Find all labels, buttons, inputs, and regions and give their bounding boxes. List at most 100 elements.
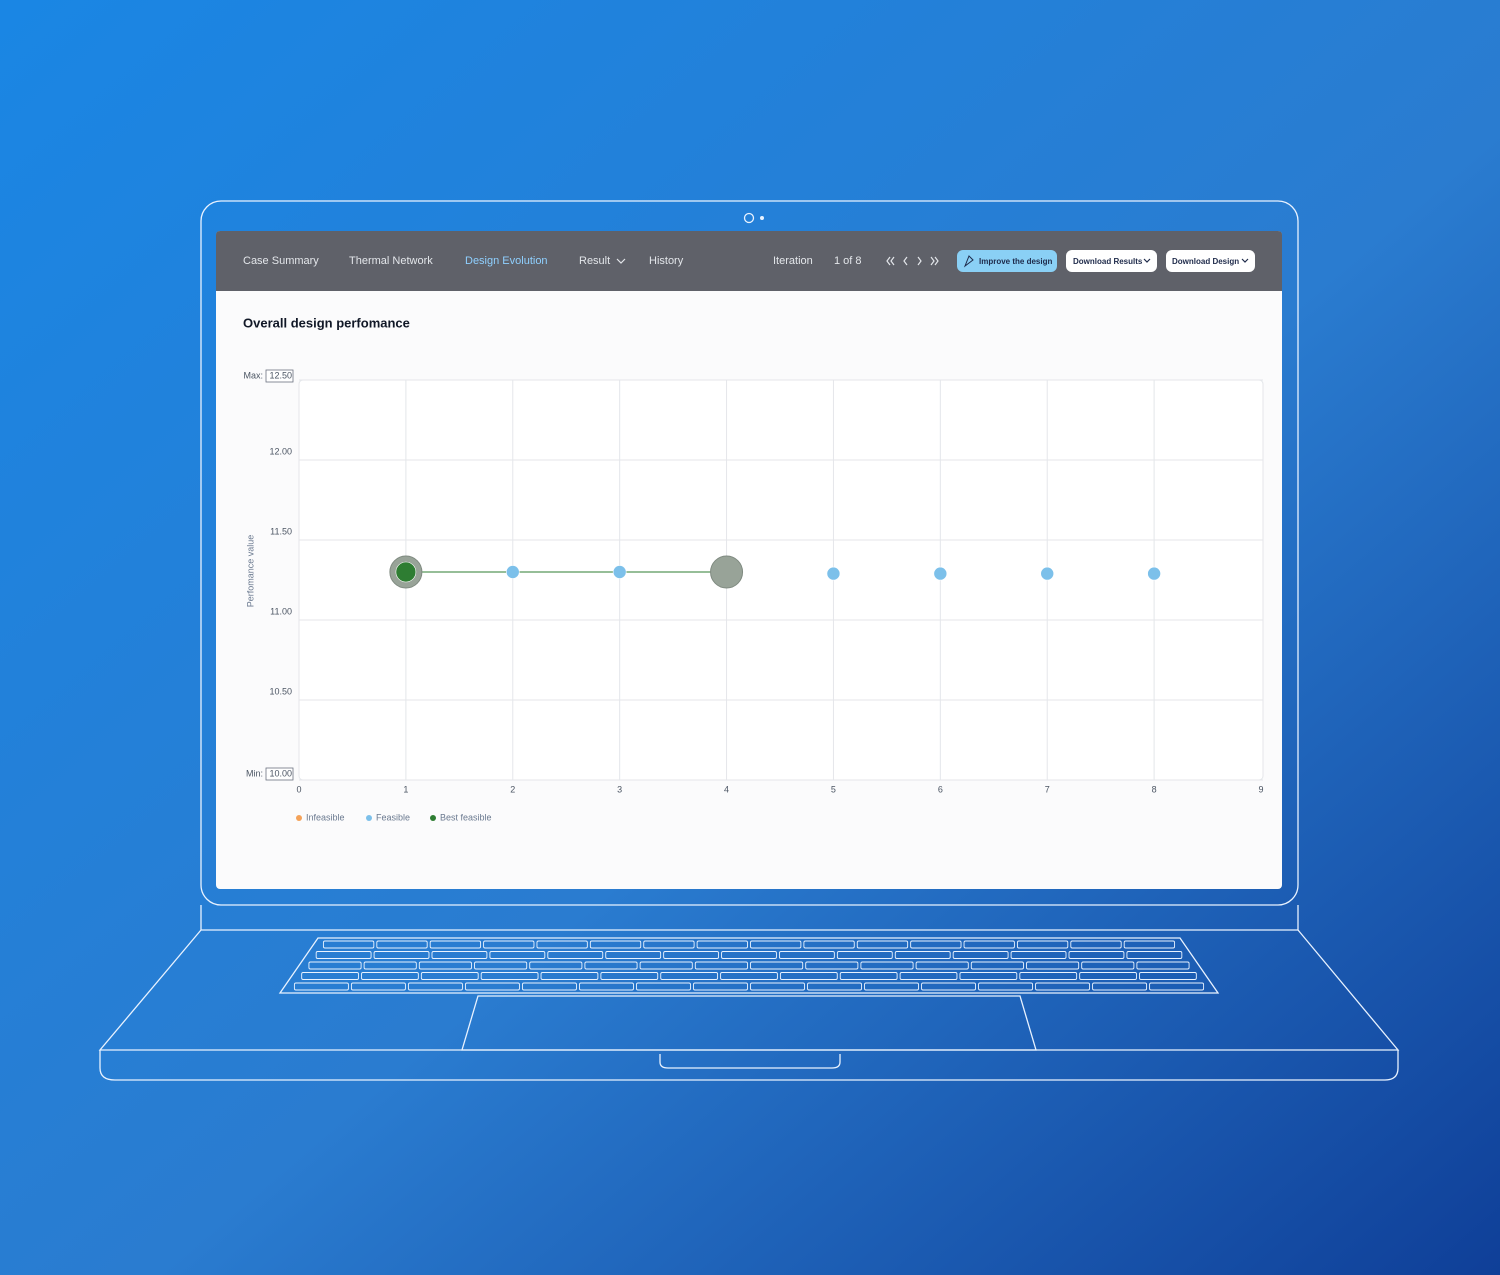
data-point <box>826 566 841 581</box>
download-results-button[interactable] <box>1066 250 1157 272</box>
key <box>750 940 802 949</box>
key <box>584 961 638 970</box>
key <box>779 972 838 980</box>
key <box>420 972 479 980</box>
key <box>480 972 539 980</box>
key <box>605 951 662 959</box>
selected-point <box>710 555 744 589</box>
first[interactable] <box>890 256 895 266</box>
limit-box <box>265 369 294 383</box>
button-label[interactable]: Download Design <box>1172 257 1239 266</box>
key <box>643 940 695 949</box>
key <box>839 972 898 980</box>
key <box>720 972 778 980</box>
tab-active[interactable]: Design Evolution <box>465 255 548 267</box>
x-tick-label: 5 <box>831 784 836 794</box>
key <box>1149 982 1205 991</box>
iteration-value: 1 of 8 <box>834 255 862 267</box>
key <box>963 940 1015 949</box>
x-tick-label: 2 <box>510 784 515 794</box>
key <box>322 940 375 949</box>
tab[interactable]: History <box>649 255 684 267</box>
data-point <box>612 565 627 579</box>
camera-led <box>760 216 764 220</box>
key <box>361 972 419 980</box>
x-tick-label: 7 <box>1045 784 1050 794</box>
legend-swatch <box>430 815 436 821</box>
key <box>952 951 1009 959</box>
data-point <box>1147 566 1161 581</box>
key <box>970 961 1024 970</box>
key <box>376 940 428 949</box>
key <box>636 982 691 991</box>
data-point <box>395 561 417 583</box>
key <box>1079 972 1137 980</box>
key <box>910 940 962 949</box>
notch <box>659 1054 841 1069</box>
legend-label: Feasible <box>376 812 410 822</box>
top-bar <box>216 231 1282 291</box>
last[interactable] <box>930 256 935 266</box>
key <box>1081 961 1135 970</box>
legend-label: Best feasible <box>440 812 492 822</box>
key <box>750 982 805 991</box>
tab[interactable]: Result <box>579 255 610 267</box>
key <box>483 940 535 949</box>
key <box>489 951 546 959</box>
x-tick-label: 1 <box>403 784 408 794</box>
y-tick-label: 11.50 <box>270 526 292 536</box>
data-point <box>505 565 520 579</box>
key <box>915 961 969 970</box>
key <box>1026 961 1080 970</box>
key <box>1092 982 1148 991</box>
key <box>805 961 859 970</box>
iteration-label: Iteration <box>773 255 813 267</box>
next[interactable] <box>917 256 922 266</box>
data-point <box>933 566 948 581</box>
first[interactable] <box>886 256 891 266</box>
key <box>1070 940 1122 949</box>
y-tick-label: 12.50 <box>269 370 292 380</box>
lid <box>200 200 1299 906</box>
button-label[interactable]: Download Results <box>1073 257 1143 266</box>
key <box>1016 940 1069 949</box>
pager[interactable] <box>886 256 939 266</box>
key <box>315 951 372 959</box>
y-axis-label: Perfomance value <box>245 535 255 608</box>
trackpad <box>461 995 1037 1051</box>
key <box>836 951 893 959</box>
dropdown-icon <box>616 258 626 264</box>
key <box>1019 972 1078 980</box>
key <box>693 982 748 991</box>
key <box>803 940 855 949</box>
key <box>431 951 488 959</box>
key <box>894 951 951 959</box>
key <box>1126 951 1183 959</box>
key <box>779 951 835 959</box>
key <box>860 961 914 970</box>
button-label[interactable]: Improve the design <box>979 257 1052 266</box>
key <box>1035 982 1091 991</box>
key <box>529 961 583 970</box>
limit-prefix: Max: <box>243 370 263 380</box>
improve-button[interactable] <box>957 250 1057 272</box>
prev[interactable] <box>903 256 908 266</box>
key <box>547 951 604 959</box>
key <box>978 982 1034 991</box>
limit-prefix: Min: <box>246 768 263 778</box>
key <box>694 961 748 970</box>
tab[interactable]: Case Summary <box>243 255 319 267</box>
base-front <box>99 1050 1399 1081</box>
laptop-outline <box>98 200 1400 1081</box>
plot-area <box>298 379 1264 781</box>
key <box>540 972 599 980</box>
key <box>639 961 693 970</box>
key <box>350 982 406 991</box>
key <box>750 961 804 970</box>
download-design-button[interactable] <box>1166 250 1255 272</box>
tab[interactable]: Thermal Network <box>349 255 433 267</box>
last[interactable] <box>934 256 939 266</box>
y-tick-label: 12.00 <box>269 446 292 456</box>
key <box>407 982 463 991</box>
key <box>373 951 430 959</box>
